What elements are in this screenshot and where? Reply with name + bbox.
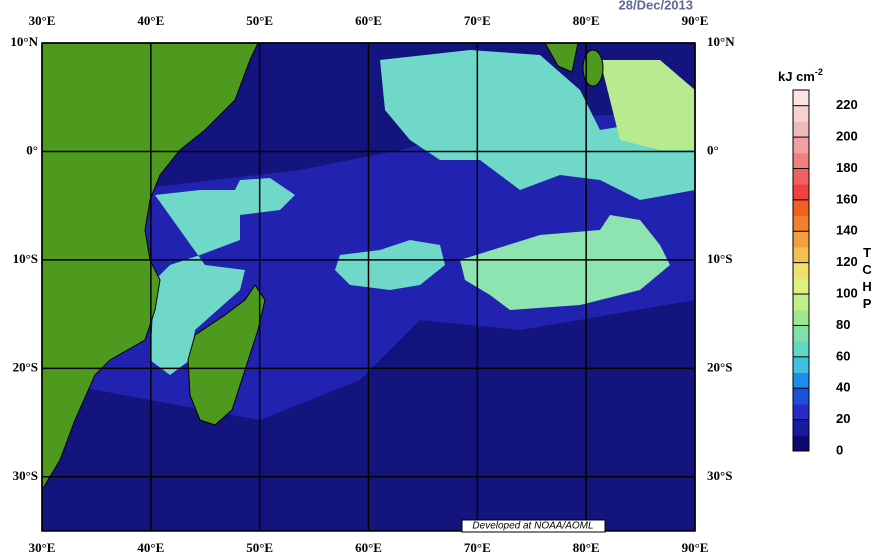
colorbar-tick-label: 120 [836,254,858,269]
lon-label-top: 80°E [573,13,600,28]
map-frame [41,42,696,532]
colorbar-tick-label: 160 [836,191,858,206]
map-area: Developed at NOAA/AOML [41,42,696,533]
lon-label-bottom: 50°E [246,540,273,555]
colorbar-swatch [793,278,809,295]
colorbar-swatch [793,372,809,389]
colorbar-swatch [793,294,809,311]
land-madagascar [187,284,266,426]
colorbar-tick-label: 180 [836,160,858,175]
colorbar-swatch [793,262,809,279]
warm-pool [150,178,295,375]
lon-label-top: 90°E [682,13,709,28]
lon-label-top: 50°E [246,13,273,28]
colorbar-swatch [793,152,809,169]
lon-label-top: 40°E [137,13,164,28]
lat-label-right: 30°S [707,468,732,483]
colorbar-tick-label: 200 [836,129,858,144]
colorbar: 0 20 40 60 80 100 120 140 160 180 200 220 [792,89,858,457]
colorbar-unit: kJ cm-2 [778,67,823,84]
date: 28/Dec/2013 [619,0,693,12]
lat-label-left: 10°N [10,34,38,49]
colorbar-tick-label: 60 [836,348,850,363]
colorbar-swatch [793,121,809,138]
colorbar-swatch [793,246,809,264]
colorbar-tick-label: 220 [836,97,858,112]
colorbar-swatch [793,325,809,342]
colorbar-tick-label: 140 [836,223,858,238]
warm-pool [600,60,695,150]
colorbar-tick-label: 80 [836,317,850,332]
lat-label-left: 20°S [13,359,38,374]
lat-label-left: 10°S [13,251,38,266]
colorbar-variable: TCHP [860,245,872,313]
lat-label-left: 0° [26,142,38,157]
colorbar-swatch [793,90,809,107]
unit-exponent: -2 [815,67,823,77]
warm-pool [460,215,670,310]
colorbar-swatch [793,341,809,358]
lon-label-bottom: 90°E [682,540,709,555]
colorbar-tick-label: 0 [836,442,843,457]
unit-text: kJ cm [778,69,815,84]
colorbar-swatch [793,105,809,122]
colorbar-swatch [793,215,809,232]
lat-label-right: 20°S [707,359,732,374]
colorbar-swatch [793,309,809,326]
colorbar-swatch [793,137,809,154]
colorbar-swatch [793,168,809,185]
lon-label-top: 70°E [464,13,491,28]
credit: Developed at NOAA/AOML [472,521,593,532]
colorbar-swatch [793,388,809,405]
colorbar-swatch [793,403,809,421]
warm-pool [335,240,445,290]
credit-box [461,519,606,533]
colorbar-tick-label: 40 [836,380,850,395]
colorbar-swatch [793,184,809,201]
lat-label-right: 10°S [707,251,732,266]
colorbar-tick-label: 100 [836,285,858,300]
colorbar-tick-label: 20 [836,411,850,426]
lat-label-right: 10°N [707,34,735,49]
colorbar-swatch [793,231,809,248]
lat-label-right: 0° [707,142,719,157]
lon-label-bottom: 40°E [137,540,164,555]
lat-label-left: 30°S [13,468,38,483]
lon-label-bottom: 70°E [464,540,491,555]
land-srilanka [582,49,604,87]
lon-label-top: 30°E [29,13,56,28]
colorbar-swatch [793,199,809,217]
lon-label-bottom: 30°E [29,540,56,555]
colorbar-swatch [793,356,809,374]
lon-label-bottom: 60°E [355,540,382,555]
lon-label-top: 60°E [355,13,382,28]
colorbar-swatch [793,435,809,452]
lon-label-bottom: 80°E [573,540,600,555]
colorbar-swatch [793,419,809,436]
warm-pool [380,50,695,200]
